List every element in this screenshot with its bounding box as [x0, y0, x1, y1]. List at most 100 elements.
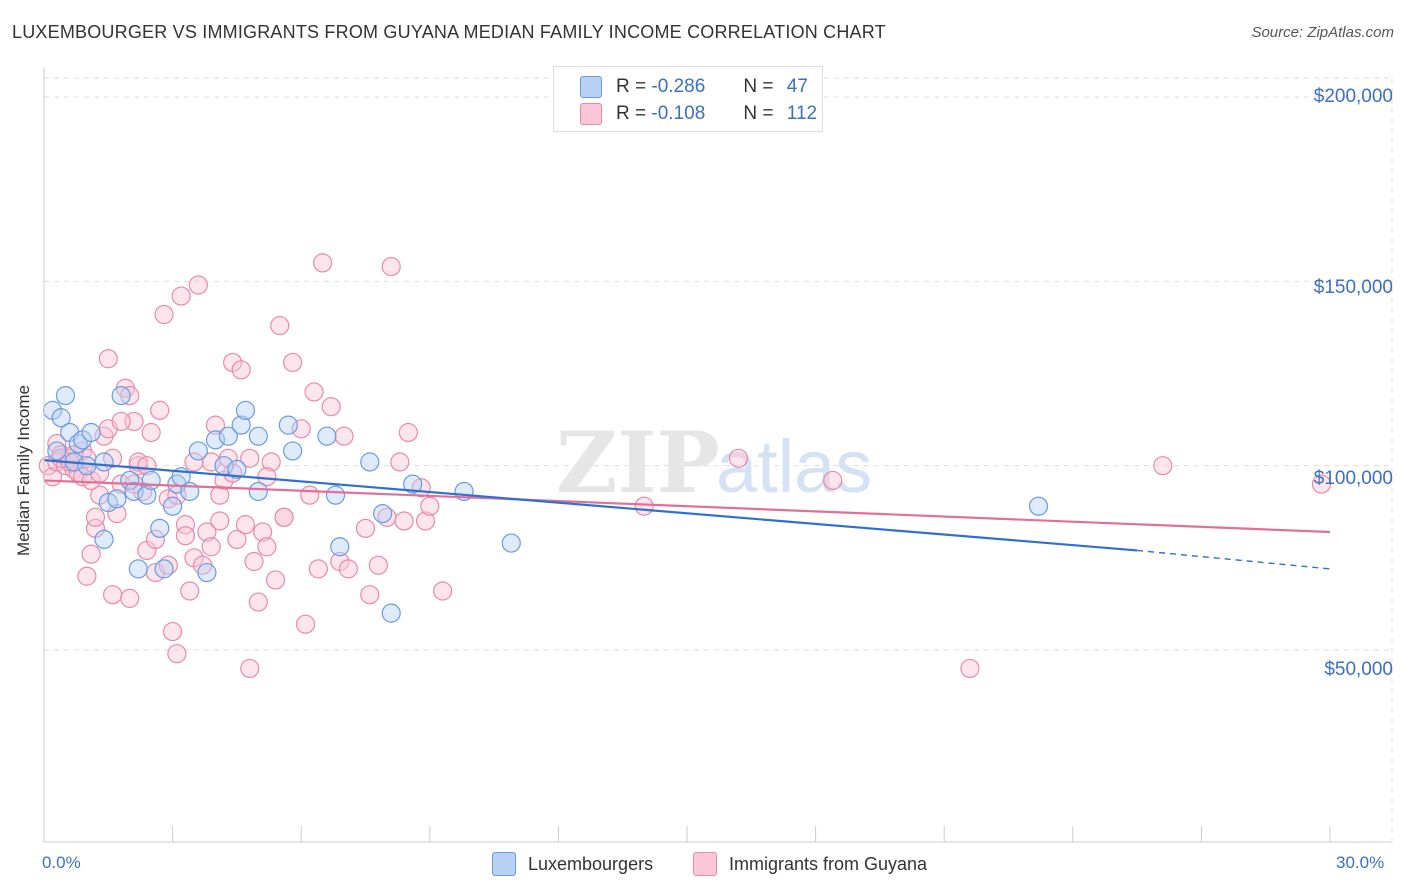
guyana-point: [261, 452, 281, 472]
luxembourger-point: [205, 430, 226, 450]
guyana-point: [47, 433, 67, 454]
guyana-point: [313, 253, 333, 273]
guyana-point: [274, 507, 294, 527]
guyana-point: [154, 304, 174, 325]
guyana-point: [381, 256, 401, 277]
luxembourger-point: [283, 441, 303, 461]
trend-lines: [43, 459, 1331, 570]
luxembourger-point: [403, 474, 423, 494]
guyana-point: [167, 644, 187, 664]
guyana-point: [85, 507, 106, 527]
legend-swatch-pink: [580, 103, 602, 125]
luxembourger-point: [111, 386, 131, 406]
luxembourger-point: [94, 452, 114, 472]
bottom-legend-label: Immigrants from Guyana: [729, 853, 928, 874]
guyana-point: [960, 658, 980, 679]
luxembourger-point: [248, 426, 268, 446]
guyana-point: [227, 529, 247, 550]
guyana-point: [175, 526, 196, 546]
legend-n-value: 112: [786, 103, 818, 124]
legend-r-label: R =: [616, 76, 647, 97]
luxembourger-point: [94, 529, 114, 550]
luxembourger-point: [1028, 496, 1049, 516]
luxembourger-point: [137, 485, 157, 505]
legend-r-value: -0.286: [651, 76, 706, 97]
bottom-legend-luxembourgers: Luxembourgers: [492, 852, 653, 876]
luxembourger-point: [47, 441, 67, 461]
guyana-point: [433, 581, 453, 601]
guyana-point: [240, 658, 260, 679]
guyana-point: [145, 529, 166, 550]
y-tick-label-150000: $150,000: [1313, 277, 1393, 298]
luxembourger-point: [317, 426, 337, 446]
luxembourger-point: [154, 559, 174, 579]
guyana-point: [210, 511, 230, 531]
luxembourger-point: [107, 489, 127, 509]
luxembourger-point: [501, 533, 521, 553]
guyana-point: [240, 448, 260, 468]
legend-n-label: N =: [743, 103, 774, 124]
x-tick-label-min: 0.0%: [42, 853, 81, 872]
guyana-point: [205, 415, 226, 435]
guyana-point: [150, 400, 170, 420]
guyana-point: [368, 555, 388, 575]
guyana-point: [120, 588, 140, 608]
legend-row-guyana: R = -0.108 N = 112: [580, 101, 817, 127]
luxembourger-point: [227, 459, 247, 479]
guyana-point: [102, 585, 123, 605]
luxembourger-point: [231, 415, 251, 435]
luxembourger-point: [150, 518, 170, 538]
guyana-point: [420, 496, 440, 516]
luxembourger-point: [381, 603, 401, 623]
guyana-point: [1311, 474, 1332, 494]
luxembourger-point: [81, 422, 101, 443]
guyana-point: [77, 566, 97, 586]
guyana-point: [291, 419, 311, 439]
guyana-point: [415, 511, 436, 531]
guyana-point: [184, 452, 204, 472]
luxembourger-point: [373, 503, 393, 524]
guyana-point: [257, 537, 277, 557]
luxembourger-point: [141, 470, 161, 491]
guyana-point: [141, 422, 161, 443]
guyana-trendline: [43, 479, 1331, 534]
luxembourger-point: [330, 537, 350, 557]
guyana-point: [300, 485, 320, 505]
guyana-point: [390, 452, 410, 472]
luxembourger-point: [360, 452, 380, 472]
guyana-point: [304, 382, 324, 402]
guyana-point: [210, 485, 230, 505]
guyana-point: [235, 515, 256, 535]
legend-row-luxembourgers: R = -0.286 N = 47: [580, 74, 808, 100]
guyana-point: [728, 448, 749, 468]
legend-n-value: 47: [786, 76, 808, 97]
luxembourger-point: [218, 426, 238, 446]
series-luxembourgers-points: [42, 386, 1049, 623]
y-tick-label-200000: $200,000: [1313, 86, 1393, 107]
bottom-legend-swatch-blue: [492, 852, 516, 876]
guyana-point: [308, 559, 328, 579]
guyana-point: [231, 360, 251, 380]
guyana-point: [334, 426, 354, 446]
guyana-point: [295, 614, 316, 634]
axes: [43, 68, 1392, 843]
luxembourger-trendline: [43, 459, 1138, 552]
correlation-legend: R = -0.286 N = 47 R = -0.108 N = 112: [553, 66, 823, 132]
guyana-point: [253, 522, 273, 542]
guyana-point: [248, 592, 268, 612]
watermark-zip: ZIP: [556, 413, 720, 512]
y-tick-label-100000: $100,000: [1313, 468, 1393, 489]
legend-r-value: -0.108: [651, 103, 706, 124]
guyana-point: [171, 286, 191, 306]
luxembourger-point: [278, 415, 298, 435]
guyana-point: [244, 551, 264, 572]
guyana-point: [398, 422, 418, 443]
guyana-point: [81, 544, 101, 564]
bottom-legend-guyana: Immigrants from Guyana: [693, 852, 927, 876]
bottom-legend-label: Luxembourgers: [528, 853, 654, 874]
guyana-point: [338, 559, 358, 579]
guyana-point: [137, 456, 157, 476]
luxembourger-point: [51, 408, 71, 428]
luxembourger-point: [325, 485, 346, 505]
